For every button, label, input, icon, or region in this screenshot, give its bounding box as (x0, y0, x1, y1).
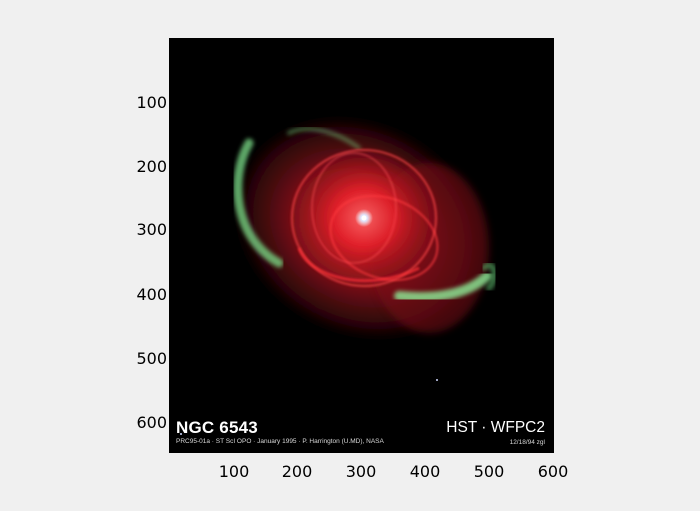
field-stars (180, 379, 438, 435)
y-tick-label: 400 (136, 285, 167, 304)
x-tick-label: 600 (537, 462, 569, 481)
x-tick-label: 500 (473, 462, 505, 481)
y-tick-label: 600 (136, 413, 167, 432)
y-tick-label: 100 (136, 93, 167, 112)
caption-date-code: 12/18/94 zgl (509, 439, 545, 446)
y-tick-label: 500 (136, 349, 167, 368)
y-tick-label: 300 (136, 220, 167, 239)
green-rim (233, 127, 498, 303)
image-axes: NGC 6543 PRC95-01a · ST ScI OPO · Januar… (169, 38, 554, 453)
central-star (355, 209, 373, 227)
nebula-image (180, 112, 498, 435)
x-tick-label: 300 (345, 462, 377, 481)
x-tick-label: 200 (281, 462, 313, 481)
inner-shell (289, 148, 439, 288)
caption-instrument: HST · WFPC2 (446, 419, 545, 436)
caption-credit: PRC95-01a · ST ScI OPO · January 1995 · … (176, 438, 384, 445)
y-tick-label: 200 (136, 157, 167, 176)
x-tick-label: 100 (218, 462, 250, 481)
x-tick-label: 400 (409, 462, 441, 481)
caption-object-name: NGC 6543 (176, 418, 258, 437)
